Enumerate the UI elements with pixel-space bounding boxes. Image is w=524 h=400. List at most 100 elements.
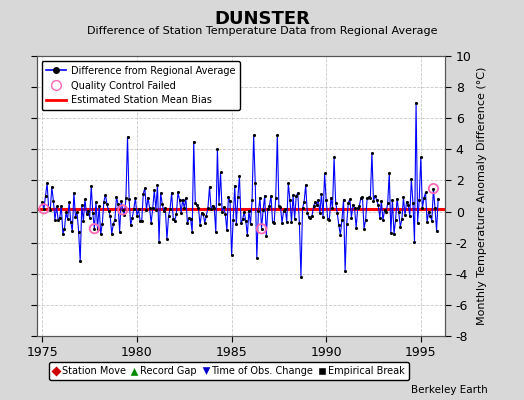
Point <box>210 205 219 211</box>
Point <box>314 197 322 203</box>
Point <box>150 187 158 193</box>
Point <box>155 239 163 245</box>
Point <box>391 217 400 223</box>
Point <box>115 228 124 235</box>
Point <box>275 202 283 209</box>
Point <box>304 214 313 221</box>
Point <box>187 216 195 222</box>
Point <box>413 219 422 226</box>
Point <box>242 218 250 224</box>
Point <box>216 169 225 176</box>
Point <box>315 210 324 216</box>
Point <box>172 211 181 217</box>
Point <box>245 207 253 214</box>
Point <box>92 198 100 205</box>
Point <box>215 201 223 208</box>
Point <box>196 222 204 228</box>
Point <box>147 220 155 226</box>
Point <box>40 206 48 212</box>
Point <box>355 203 364 209</box>
Point <box>107 231 116 237</box>
Point <box>243 232 252 238</box>
Point <box>278 220 286 226</box>
Point <box>432 228 441 234</box>
Point <box>246 221 255 227</box>
Point <box>335 222 343 228</box>
Point <box>434 196 442 202</box>
Point <box>292 193 300 199</box>
Point <box>106 212 114 219</box>
Point <box>185 215 193 222</box>
Point <box>379 217 387 223</box>
Point <box>207 206 215 212</box>
Point <box>254 208 263 214</box>
Point <box>426 213 434 219</box>
Point <box>327 195 335 201</box>
Point <box>271 195 280 201</box>
Point <box>114 201 122 208</box>
Point <box>431 205 439 212</box>
Point <box>301 182 310 188</box>
Point <box>166 206 174 212</box>
Point <box>287 219 296 225</box>
Point <box>183 220 192 226</box>
Point <box>152 206 160 213</box>
Point <box>320 170 329 177</box>
Point <box>259 207 267 213</box>
Point <box>103 201 111 208</box>
Point <box>188 229 196 235</box>
Point <box>163 236 171 242</box>
Point <box>423 219 431 225</box>
Point <box>404 201 412 208</box>
Point <box>174 189 182 196</box>
Point <box>273 132 281 138</box>
Point <box>306 214 314 221</box>
Point <box>330 154 339 160</box>
Point <box>238 216 247 223</box>
Point <box>232 221 241 227</box>
Point <box>221 210 230 217</box>
Point <box>133 213 141 219</box>
Point <box>401 212 409 219</box>
Point <box>229 216 237 223</box>
Point <box>317 190 325 197</box>
Point <box>369 198 378 204</box>
Point <box>319 214 327 220</box>
Point <box>182 195 190 201</box>
Point <box>395 209 403 216</box>
Point <box>417 154 425 160</box>
Point <box>169 216 178 222</box>
Point <box>298 205 307 211</box>
Point <box>270 220 278 226</box>
Point <box>384 200 392 207</box>
Point <box>126 222 135 228</box>
Point <box>377 198 386 204</box>
Point <box>191 200 200 206</box>
Point <box>41 193 50 199</box>
Point <box>85 214 94 221</box>
Point <box>256 195 264 201</box>
Point <box>202 212 211 219</box>
Point <box>128 215 136 222</box>
Point <box>95 203 103 210</box>
Point <box>57 203 66 209</box>
Point <box>329 205 337 212</box>
Point <box>101 192 110 198</box>
Point <box>193 202 201 208</box>
Point <box>84 208 92 214</box>
Point <box>412 100 420 106</box>
Point <box>415 196 423 203</box>
Point <box>333 209 342 216</box>
Point <box>325 217 334 223</box>
Point <box>390 231 398 237</box>
Point <box>160 208 168 214</box>
Point <box>371 192 379 199</box>
Point <box>79 218 88 224</box>
Point <box>56 215 64 221</box>
Point <box>168 189 176 196</box>
Point <box>204 205 212 212</box>
Point <box>218 209 226 215</box>
Point <box>295 220 303 226</box>
Point <box>122 195 130 202</box>
Point <box>388 196 397 203</box>
